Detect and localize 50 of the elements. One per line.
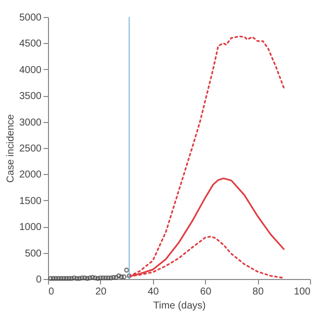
y-tick-label: 3000 <box>19 117 42 128</box>
y-axis-title: Case incidence <box>5 114 16 183</box>
point <box>82 275 88 280</box>
point <box>84 276 90 281</box>
y-tick-label: 500 <box>24 248 42 260</box>
x-tick-label: 0 <box>48 286 54 298</box>
x-tick-label: 80 <box>252 286 264 298</box>
y-tick-label: 3500 <box>19 91 42 102</box>
point <box>69 276 74 281</box>
point <box>118 274 124 280</box>
x-tick-label: 60 <box>200 286 212 298</box>
point <box>56 276 61 281</box>
point <box>90 274 96 280</box>
x-tick-label: 40 <box>148 286 160 298</box>
point <box>92 275 98 280</box>
point <box>126 273 132 278</box>
y-tick-label: 5000 <box>19 12 42 24</box>
point <box>103 275 108 280</box>
y-tick-label: 2000 <box>19 170 42 181</box>
point <box>87 275 92 280</box>
y-tick-label: 2500 <box>19 144 42 154</box>
point <box>116 273 122 278</box>
x-axis-title: Time (days) <box>153 300 206 312</box>
point <box>50 276 56 281</box>
point <box>61 276 66 281</box>
point <box>122 274 126 280</box>
point <box>124 268 130 273</box>
point <box>58 276 64 281</box>
y-tick-label: 1500 <box>19 196 42 207</box>
point <box>80 275 85 280</box>
point <box>64 276 69 281</box>
point <box>114 274 119 280</box>
y-tick-label: 0 <box>36 274 42 286</box>
x-tick-label: 100 <box>294 286 311 298</box>
point <box>98 275 103 280</box>
x-tick-label: 20 <box>95 286 107 298</box>
point <box>74 276 80 281</box>
point <box>72 275 77 280</box>
point <box>100 275 106 280</box>
point <box>66 276 72 281</box>
point <box>53 276 58 281</box>
point <box>106 275 111 280</box>
point <box>111 274 116 280</box>
point <box>95 276 100 281</box>
y-tick-label: 1000 <box>19 222 42 234</box>
y-tick-label: 4000 <box>19 64 42 76</box>
y-tick-label: 4500 <box>19 38 42 50</box>
point <box>108 275 114 280</box>
point <box>48 276 54 281</box>
point <box>76 276 82 281</box>
